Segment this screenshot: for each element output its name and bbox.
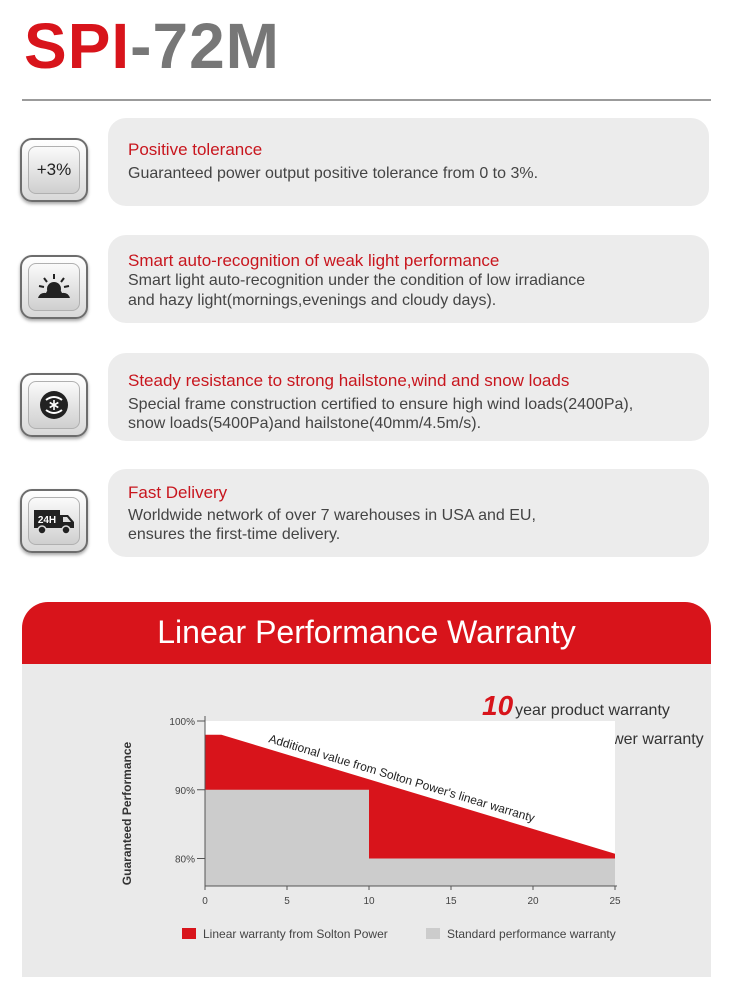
x-tick-label: 5 xyxy=(284,896,290,907)
icon-frame xyxy=(20,255,88,319)
delivery-truck-icon: 24H xyxy=(28,497,80,545)
sun-cloud-icon xyxy=(28,263,80,311)
feature-title: Smart auto-recognition of weak light per… xyxy=(128,251,500,270)
legend-label-standard: Standard performance warranty xyxy=(447,927,616,941)
icon-frame: 24H xyxy=(20,489,88,553)
y-tick-label: 100% xyxy=(169,717,195,728)
feature-desc-line: ensures the first-time delivery. xyxy=(128,526,341,543)
product-warranty-text: year product warranty xyxy=(515,702,670,719)
feature-positive-tolerance: +3% Positive tolerance Guaranteed power … xyxy=(20,118,710,208)
feature-card: Positive tolerance Guaranteed power outp… xyxy=(108,118,709,206)
y-tick-label: 80% xyxy=(175,855,195,866)
feature-desc-line: Worldwide network of over 7 warehouses i… xyxy=(128,507,536,524)
feature-title: Fast Delivery xyxy=(128,483,228,502)
x-tick-label: 0 xyxy=(202,896,208,907)
feature-card: Fast Delivery Worldwide network of over … xyxy=(108,469,709,557)
model-suffix: -72M xyxy=(130,10,280,82)
feature-title: Steady resistance to strong hailstone,wi… xyxy=(128,371,570,390)
y-tick-label: 90% xyxy=(175,786,195,797)
warranty-chart: 80% 90% 100% 0 5 10 15 20 25 Guaranteed Performan… xyxy=(120,716,621,941)
feature-card: Smart auto-recognition of weak light per… xyxy=(108,235,709,323)
feature-card: Steady resistance to strong hailstone,wi… xyxy=(108,353,709,441)
series-area-standard-warranty xyxy=(205,789,615,886)
warranty-title: Linear Performance Warranty xyxy=(157,614,576,650)
product-warranty-years: 10 xyxy=(482,690,514,721)
feature-weak-light: Smart auto-recognition of weak light per… xyxy=(20,235,710,325)
x-tick-label: 25 xyxy=(609,896,621,907)
feature-desc-line: Smart light auto-recognition under the c… xyxy=(128,272,586,289)
feature-title: Positive tolerance xyxy=(128,140,263,159)
icon-frame xyxy=(20,373,88,437)
feature-hail-wind-snow: Steady resistance to strong hailstone,wi… xyxy=(20,353,710,443)
feature-desc-line: snow loads(5400Pa)and hailstone(40mm/4.5… xyxy=(128,415,482,432)
legend-swatch-linear xyxy=(182,928,196,939)
legend-swatch-standard xyxy=(426,928,440,939)
x-tick-label: 15 xyxy=(445,896,457,907)
snowflake-wind-icon xyxy=(28,381,80,429)
x-tick-label: 20 xyxy=(527,896,539,907)
feature-fast-delivery: 24H Fast Delivery Worldwide network of o… xyxy=(20,469,710,559)
feature-desc-line: Guaranteed power output positive toleran… xyxy=(128,165,539,182)
title-divider xyxy=(22,99,711,101)
legend-label-linear: Linear warranty from Solton Power xyxy=(203,927,388,941)
x-tick-label: 10 xyxy=(363,896,375,907)
model-prefix: SPI xyxy=(24,10,131,82)
feature-desc-line: Special frame construction certified to … xyxy=(128,396,634,413)
warranty-banner: Linear Performance Warranty xyxy=(22,602,711,664)
y-axis-label: Guaranteed Performance xyxy=(120,741,134,885)
plus-three-percent-icon: +3% xyxy=(28,146,80,194)
icon-frame: +3% xyxy=(20,138,88,202)
page-title: SPI-72M xyxy=(24,14,280,78)
product-warranty-line: 10 year product warranty xyxy=(482,690,670,722)
feature-desc-line: and hazy light(mornings,evenings and clo… xyxy=(128,292,497,309)
truck-label: 24H xyxy=(38,515,56,526)
